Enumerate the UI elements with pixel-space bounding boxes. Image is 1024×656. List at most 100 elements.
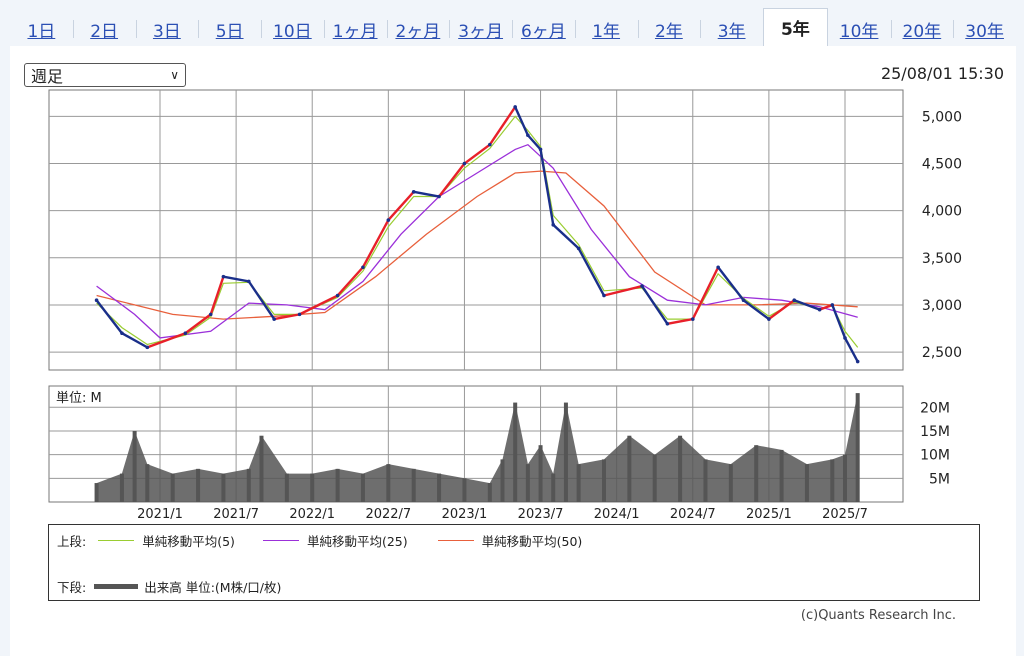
price-segment-30 xyxy=(819,303,833,311)
interval-select-value: 週足 xyxy=(31,67,64,86)
price-tick-label-2: 3,500 xyxy=(922,251,962,267)
price-segment-32 xyxy=(843,337,859,363)
price-tick-label-4: 4,500 xyxy=(922,157,962,173)
volume-bar-31 xyxy=(754,445,759,502)
price-segment-18 xyxy=(526,134,542,151)
volume-bar-4 xyxy=(170,473,175,502)
volume-bar-35 xyxy=(843,454,847,502)
price-point-30 xyxy=(830,303,835,307)
x-tick-label-7: 2024/7 xyxy=(670,507,716,522)
volume-bar-6 xyxy=(221,473,226,502)
tab-period-11[interactable]: 3年 xyxy=(700,12,763,46)
price-segment-3 xyxy=(146,332,186,349)
price-point-2 xyxy=(145,345,150,350)
legend-upper-label: 上段: xyxy=(57,534,87,549)
legend-ma25-label: 単純移動平均(25) xyxy=(306,534,408,549)
volume-bar-25 xyxy=(601,459,606,502)
volume-unit-label: 単位: M xyxy=(56,390,102,406)
price-point-31 xyxy=(843,336,847,340)
volume-bar-21 xyxy=(538,445,543,502)
price-point-20 xyxy=(576,246,581,251)
volume-bar-14 xyxy=(411,468,416,502)
tab-period-2[interactable]: 3日 xyxy=(135,12,199,46)
legend-lower-label: 下段: xyxy=(57,580,87,595)
price-point-3 xyxy=(183,331,188,336)
price-segment-26 xyxy=(717,266,745,301)
tab-period-5[interactable]: 1ヶ月 xyxy=(323,12,387,46)
interval-select[interactable]: 週足 ∨ xyxy=(24,63,186,87)
volume-bar-18 xyxy=(500,459,505,502)
price-point-32 xyxy=(855,359,860,364)
legend-ma5-label: 単純移動平均(5) xyxy=(142,534,235,549)
price-point-10 xyxy=(361,265,365,270)
volume-bar-5 xyxy=(196,468,201,502)
price-segment-21 xyxy=(577,247,606,297)
price-point-14 xyxy=(462,161,467,166)
price-point-21 xyxy=(602,293,606,298)
tab-period-8[interactable]: 6ヶ月 xyxy=(512,12,575,46)
price-point-29 xyxy=(817,307,822,312)
x-tick-label-8: 2025/1 xyxy=(746,507,792,522)
volume-tick-label-0: 5M xyxy=(929,471,950,487)
x-tick-label-6: 2024/1 xyxy=(594,507,640,522)
tab-period-7[interactable]: 3ヶ月 xyxy=(449,12,512,46)
price-segment-11 xyxy=(361,219,390,268)
tab-period-9[interactable]: 1年 xyxy=(574,12,638,46)
price-point-5 xyxy=(221,274,226,279)
price-segment-16 xyxy=(488,106,517,146)
volume-bar-12 xyxy=(360,473,365,502)
price-point-26 xyxy=(741,298,746,303)
price-segment-15 xyxy=(463,143,491,165)
volume-bar-7 xyxy=(246,468,251,502)
credit: (c)Quants Research Inc. xyxy=(800,608,956,623)
price-segment-2 xyxy=(121,332,148,349)
tab-period-13[interactable]: 10年 xyxy=(839,21,879,42)
price-segment-29 xyxy=(793,299,821,311)
price-segment-25 xyxy=(691,266,720,320)
price-segment-17 xyxy=(514,106,529,136)
price-point-27 xyxy=(767,317,771,321)
x-tick-label-4: 2023/1 xyxy=(442,507,488,522)
price-point-12 xyxy=(411,190,416,194)
price-segment-27 xyxy=(742,299,770,321)
tab-period-12[interactable]: 5年 xyxy=(763,8,828,47)
volume-bar-17 xyxy=(487,483,492,502)
legend-ma25-swatch xyxy=(262,540,299,541)
price-segment-20 xyxy=(552,223,580,250)
tab-period-10[interactable]: 2年 xyxy=(637,12,701,46)
price-segment-4 xyxy=(184,313,212,335)
price-point-16 xyxy=(513,105,517,109)
price-plot-frame xyxy=(48,89,904,371)
tab-period-4[interactable]: 10日 xyxy=(261,12,324,46)
price-segment-31 xyxy=(831,304,847,339)
timestamp: 25/08/01 15:30 xyxy=(880,64,1004,83)
volume-bar-24 xyxy=(576,464,581,502)
tab-period-15[interactable]: 30年 xyxy=(953,12,1016,46)
tab-period-14[interactable]: 20年 xyxy=(890,12,954,46)
x-tick-label-9: 2025/7 xyxy=(822,507,868,522)
tab-period-6[interactable]: 2ヶ月 xyxy=(386,12,450,46)
volume-bar-15 xyxy=(437,473,442,502)
price-point-18 xyxy=(538,147,543,152)
volume-bar-11 xyxy=(335,468,340,502)
price-segment-19 xyxy=(539,149,555,226)
volume-bar-16 xyxy=(462,478,467,502)
tab-period-1[interactable]: 2日 xyxy=(72,12,136,46)
price-segment-6 xyxy=(223,275,250,283)
price-segment-13 xyxy=(413,190,440,198)
tab-period-3[interactable]: 5日 xyxy=(198,12,261,46)
volume-bar-23 xyxy=(563,402,568,502)
volume-bar-13 xyxy=(386,464,391,502)
volume-bar-26 xyxy=(627,435,632,502)
volume-bar-36 xyxy=(855,393,860,502)
volume-bar-28 xyxy=(678,435,683,502)
period-tabs: 1日 2日 3日 5日 10日 1ヶ月 2ヶ月 3ヶ月 6ヶ月 1年 2年 3年 5年 10年 20年 30年 xyxy=(10,6,1016,47)
price-segment-14 xyxy=(438,162,466,198)
volume-tick-label-1: 10M xyxy=(920,448,950,464)
legend-ma5-swatch xyxy=(98,540,135,541)
volume-bar-19 xyxy=(513,402,518,502)
tab-period-0[interactable]: 1日 xyxy=(27,21,56,42)
volume-bar-20 xyxy=(525,464,530,502)
volume-bar-2 xyxy=(132,430,137,502)
price-segment-22 xyxy=(603,284,643,297)
